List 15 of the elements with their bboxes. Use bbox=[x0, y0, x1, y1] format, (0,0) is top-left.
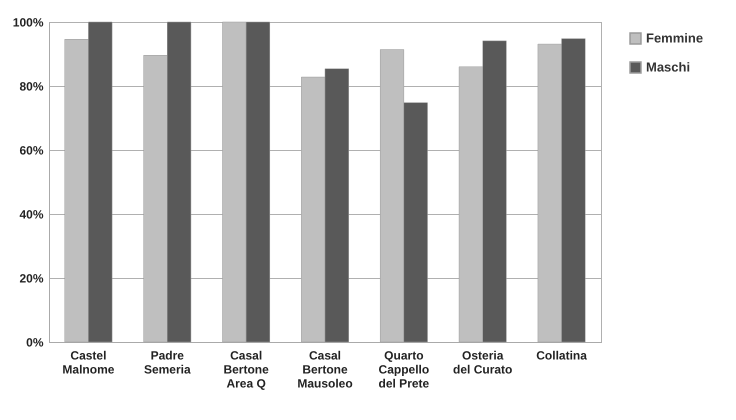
y-tick-label: 100% bbox=[12, 16, 44, 30]
y-tick-label: 20% bbox=[19, 272, 44, 286]
x-tick-label: Collatina bbox=[536, 348, 588, 362]
y-tick-label: 0% bbox=[26, 336, 44, 350]
y-tick-label: 60% bbox=[19, 144, 44, 158]
x-tick-label: Casal Bertone Area Q bbox=[223, 348, 270, 390]
y-tick-label: 40% bbox=[19, 208, 44, 222]
x-tick-label: Casal Bertone Mausoleo bbox=[297, 348, 353, 390]
x-tick-label: Quarto Cappello del Prete bbox=[378, 348, 430, 390]
y-tick-label: 80% bbox=[19, 80, 44, 94]
legend-label: Maschi bbox=[646, 60, 690, 74]
legend-label: Femmine bbox=[646, 30, 704, 46]
x-tick-label: Osteria del Curato bbox=[453, 348, 512, 376]
x-tick-label: Padre Semeria bbox=[144, 348, 191, 376]
x-tick-label: Castel Malnome bbox=[62, 348, 115, 376]
